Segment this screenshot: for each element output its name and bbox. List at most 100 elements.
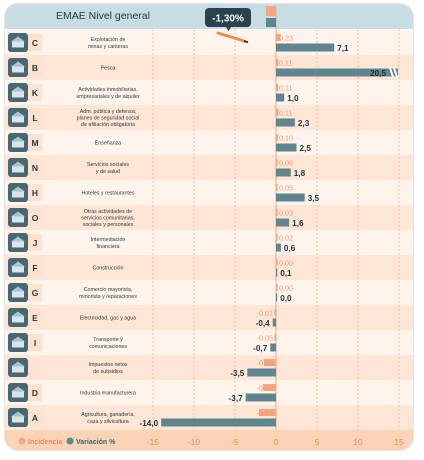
category-code: I — [34, 338, 36, 348]
category-label: Intermediación financiera — [91, 237, 126, 250]
incidencia-value: 0,23 — [279, 34, 293, 43]
icon-glyph-roof — [11, 336, 25, 342]
incidencia-bar — [276, 159, 278, 166]
incidencia-bar — [276, 109, 279, 116]
icon-glyph — [12, 166, 24, 173]
category-label: Pesca — [101, 66, 116, 72]
variacion-value: 7,1 — [337, 44, 349, 53]
construction-icon — [8, 258, 28, 277]
row-band — [4, 30, 414, 55]
category-label-line: y de salud — [96, 169, 120, 175]
code-tab — [28, 284, 42, 301]
code-tab — [28, 84, 42, 101]
icon-glyph — [12, 341, 24, 348]
variacion-value: -0,7 — [253, 344, 268, 353]
icon-glyph-roof — [11, 136, 25, 142]
code-tab — [28, 234, 42, 251]
category-label-line: minas y canteras — [88, 44, 128, 50]
code-tab — [28, 59, 42, 76]
legend-swatch — [18, 437, 26, 445]
category-label-line: Impuestos netos — [89, 362, 128, 368]
axis-band — [4, 430, 414, 451]
code-tab — [28, 109, 42, 126]
icon-glyph — [12, 291, 24, 298]
variacion-value: 2,5 — [300, 144, 312, 153]
variacion-value: -14,0 — [140, 419, 159, 428]
row-band — [4, 280, 414, 305]
incidencia-bar — [276, 209, 278, 216]
community-icon — [8, 208, 28, 227]
variacion-bar — [245, 393, 276, 402]
icon-glyph — [12, 191, 24, 198]
row-band — [4, 380, 414, 405]
variacion-value: 0,0 — [280, 294, 292, 303]
icon-glyph — [12, 416, 24, 423]
icon-glyph — [12, 241, 24, 248]
commerce-icon — [8, 283, 28, 302]
category-label-line: de subsidios — [93, 369, 123, 375]
category-code: J — [33, 238, 38, 248]
category-label-line: Otras actividades de — [84, 209, 132, 215]
row-band — [4, 305, 414, 330]
category-code: G — [32, 288, 39, 298]
incidencia-value: 0,11 — [279, 109, 292, 118]
category-label: Hoteles y restaurantes — [82, 191, 135, 197]
row-band — [4, 230, 414, 255]
icon-glyph — [12, 116, 24, 123]
incidencia-bar — [276, 259, 278, 266]
incidencia-bar — [276, 284, 278, 291]
incidencia-value: 0,06 — [279, 159, 293, 168]
x-tick-label: 15 — [394, 437, 404, 447]
incidencia-value: -0,63 — [257, 384, 273, 393]
incidencia-bar — [263, 359, 276, 366]
category-label-line: comunicaciones — [89, 344, 127, 350]
variacion-value: 0,1 — [280, 269, 292, 278]
chart-frame — [4, 3, 414, 451]
incidencia-bar — [276, 34, 281, 41]
icon-glyph — [12, 216, 24, 223]
axis-break-mark — [389, 67, 398, 78]
variacion-value: 1,6 — [292, 219, 304, 228]
category-code: N — [32, 163, 38, 173]
code-tab — [28, 359, 42, 376]
variacion-value: -0,4 — [256, 319, 271, 328]
icon-glyph-roof — [11, 211, 25, 217]
category-label-line: Explotación de — [91, 37, 126, 43]
headline-badge — [205, 8, 251, 27]
x-tick-label: -5 — [231, 437, 239, 447]
icon-glyph — [12, 91, 24, 98]
mining-icon — [8, 33, 28, 52]
row-band — [4, 180, 414, 205]
code-tab — [28, 159, 42, 176]
incidencia-value: -0,83 — [257, 409, 273, 418]
pencil-icon — [216, 31, 246, 43]
incidencia-bar — [276, 84, 279, 91]
variacion-value: -3,5 — [230, 369, 245, 378]
code-tab — [28, 259, 42, 276]
utilities-icon — [8, 308, 28, 327]
incidencia-value: -0,05 — [257, 334, 273, 343]
category-label-line: sociales y personales — [83, 222, 134, 228]
variacion-bar — [272, 318, 276, 327]
incidencia-value: 0,11 — [279, 84, 292, 93]
incidencia-bar — [276, 134, 279, 141]
icon-glyph-roof — [11, 311, 25, 317]
headline-incidencia-bar — [266, 6, 276, 16]
icon-glyph-roof — [11, 236, 25, 242]
row-band — [4, 330, 414, 355]
incidencia-value: 0,02 — [279, 234, 293, 243]
icon-glyph — [12, 266, 24, 273]
incidencia-value: 0,03 — [279, 209, 293, 218]
pencil-tip-icon — [243, 40, 249, 44]
variacion-bar — [276, 193, 305, 202]
variacion-value: 2,3 — [298, 119, 310, 128]
x-tick-label: -10 — [188, 437, 201, 447]
category-label-line: Agricultura, ganadería, — [81, 412, 135, 418]
code-tab — [28, 34, 42, 51]
code-tab — [28, 409, 42, 426]
category-label: Adm. pública y defensa; planes de segurid… — [77, 109, 140, 128]
category-code: H — [32, 188, 38, 198]
category-code: K — [32, 88, 39, 98]
code-tab — [28, 184, 42, 201]
